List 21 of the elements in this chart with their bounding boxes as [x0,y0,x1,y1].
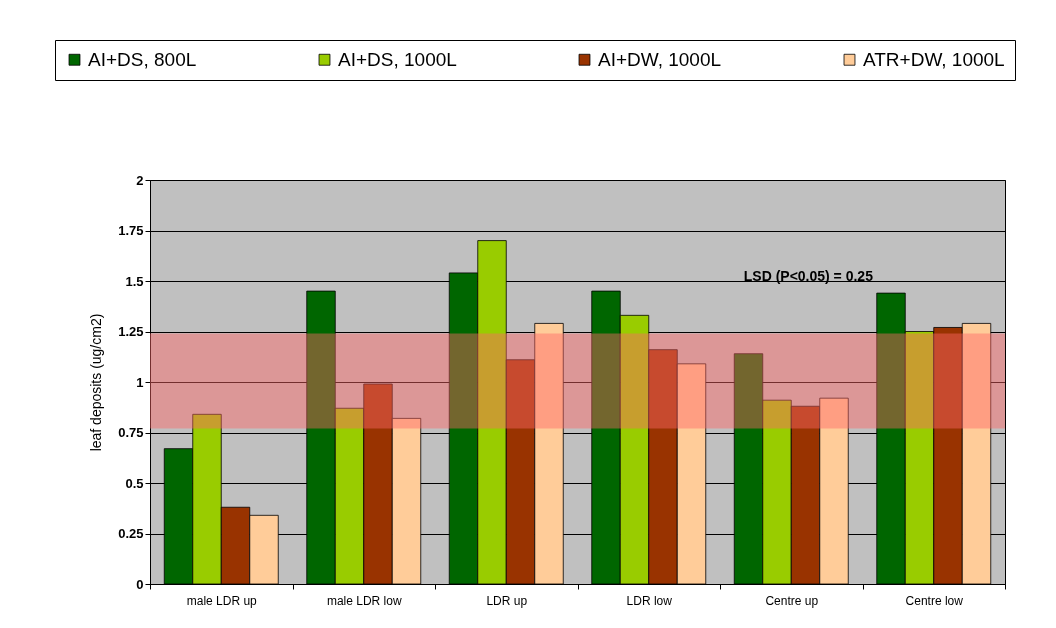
legend-label: AI+DW, 1000L [598,48,722,70]
x-tick-label: Centre low [905,593,964,608]
y-axis-title: leaf deposits (ug/cm2) [88,313,105,452]
y-tick-label: 1.5 [125,273,144,289]
x-tick-label: male LDR up [186,593,258,608]
y-tick-label: 2 [136,172,144,188]
y-tick-label: 0.5 [125,475,144,491]
x-tick-label: male LDR low [326,593,402,608]
x-tick-label: LDR up [486,593,528,608]
y-tick-label: 1 [136,374,144,390]
x-tick-label: Centre up [765,593,819,608]
annotation: LSD (P<0.05) = 0.25 [743,267,874,284]
y-tick-label: 1.75 [118,223,144,238]
legend-label: AI+DS, 800L [88,48,197,70]
y-tick-label: 0.75 [118,425,144,440]
legend-label: AI+DS, 1000L [338,48,457,70]
x-tick-label: LDR low [626,593,673,608]
legend-label: ATR+DW, 1000L [863,48,1005,70]
y-tick-label: 0 [136,576,144,592]
y-tick-label: 0.25 [118,526,144,541]
y-tick-label: 1.25 [118,324,144,339]
